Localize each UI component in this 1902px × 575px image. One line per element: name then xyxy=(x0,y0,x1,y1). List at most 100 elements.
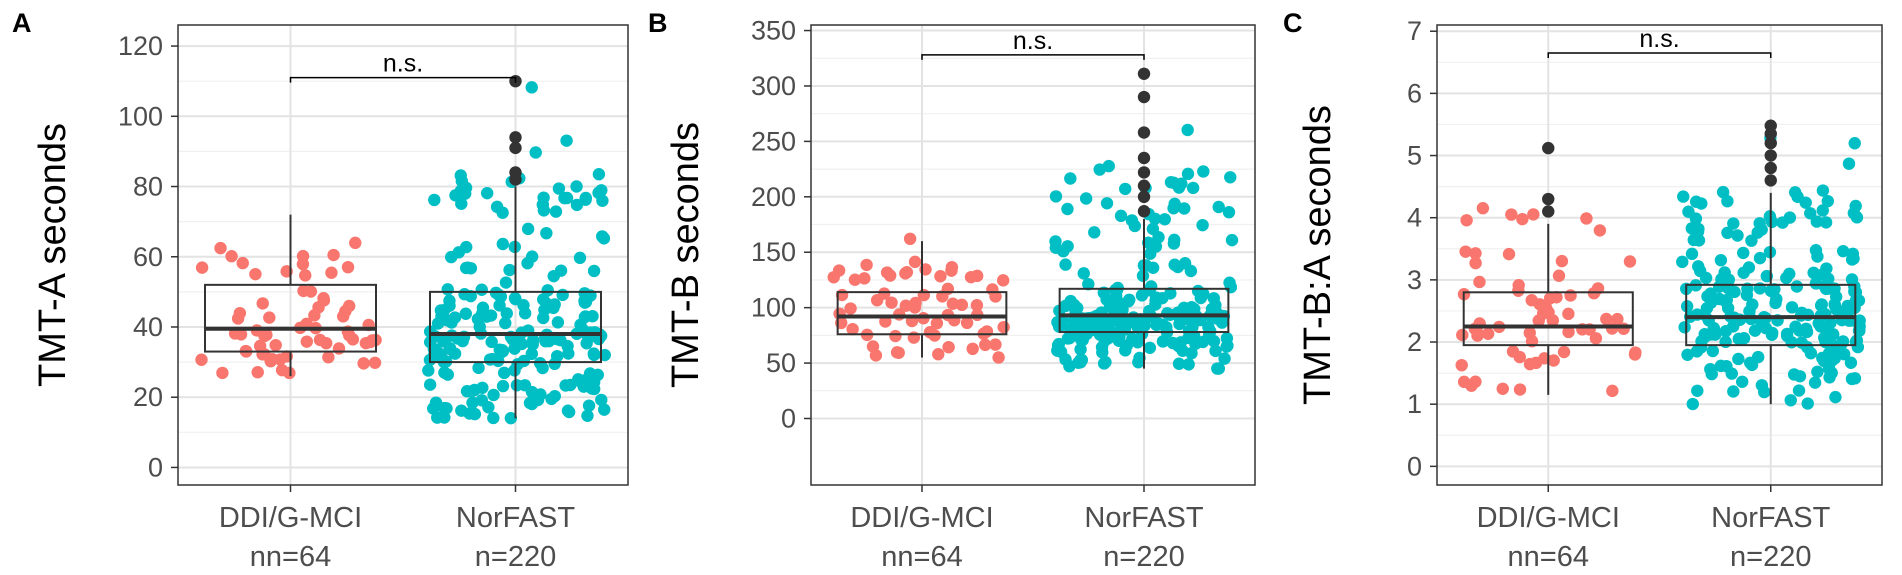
data-point xyxy=(592,168,606,181)
data-point xyxy=(1816,204,1829,217)
panel-border xyxy=(1436,24,1883,486)
data-point xyxy=(456,334,469,348)
data-point xyxy=(1118,323,1132,336)
data-point xyxy=(1059,353,1072,366)
data-point xyxy=(1792,384,1806,397)
y-tick-label: 60 xyxy=(133,242,163,272)
data-point xyxy=(1557,345,1571,359)
data-point xyxy=(1611,312,1624,326)
data-point xyxy=(1168,233,1181,247)
panel-label: B xyxy=(648,8,668,38)
data-point xyxy=(1212,200,1225,214)
data-point xyxy=(582,399,596,412)
panel-label: A xyxy=(12,8,32,38)
data-point xyxy=(312,301,325,314)
data-point xyxy=(496,379,510,393)
data-point xyxy=(1496,382,1509,395)
outlier-point xyxy=(1137,166,1151,179)
y-tick-label: 100 xyxy=(118,101,163,131)
data-point xyxy=(534,388,547,401)
y-tick-label: 20 xyxy=(133,382,163,412)
panel-c: C 0 1 2 3 4 5 6 7 n.s. DDI/G-MCI nn=64 NorFAST n=220 T… xyxy=(1283,8,1883,573)
data-point xyxy=(1077,267,1090,280)
significance-label: n.s. xyxy=(1639,25,1679,53)
data-point xyxy=(587,347,601,360)
data-point xyxy=(932,348,945,361)
data-point xyxy=(468,407,482,421)
data-point xyxy=(1181,123,1194,137)
data-point xyxy=(1787,368,1801,381)
outlier-point xyxy=(1137,126,1151,139)
data-point xyxy=(251,366,264,379)
data-point xyxy=(1161,307,1174,320)
outlier-point xyxy=(1764,119,1777,132)
data-point xyxy=(455,404,468,417)
data-point xyxy=(903,232,917,246)
data-point xyxy=(1125,214,1139,227)
data-point xyxy=(1836,244,1850,258)
data-point xyxy=(552,182,566,195)
data-point xyxy=(573,374,586,388)
data-point xyxy=(1755,223,1768,236)
data-point xyxy=(1455,358,1468,372)
data-point xyxy=(1146,222,1160,236)
data-point xyxy=(592,186,605,200)
data-point xyxy=(536,361,549,375)
data-point xyxy=(980,325,994,338)
data-point xyxy=(475,283,488,296)
data-point xyxy=(1146,261,1160,274)
data-point xyxy=(490,200,504,214)
data-point xyxy=(1606,384,1619,398)
data-point xyxy=(454,169,467,182)
data-point xyxy=(1220,340,1233,353)
data-point xyxy=(1197,287,1210,301)
data-point xyxy=(458,187,472,200)
x-tick-n-label: nn=64 xyxy=(1508,541,1589,573)
x-tick-n-label: nn=64 xyxy=(881,541,962,573)
data-point xyxy=(1810,215,1823,228)
data-point xyxy=(461,261,474,274)
significance-label: n.s. xyxy=(1013,27,1053,55)
y-tick-label: 250 xyxy=(751,126,796,156)
data-point xyxy=(1186,181,1200,195)
data-point xyxy=(1095,341,1109,354)
data-point xyxy=(1718,266,1731,279)
data-point xyxy=(1815,298,1828,311)
data-point xyxy=(1721,226,1734,240)
data-point xyxy=(1706,344,1719,358)
data-point xyxy=(587,264,601,278)
y-tick-label: 80 xyxy=(133,172,163,202)
data-point xyxy=(195,353,208,366)
data-point xyxy=(1178,202,1191,215)
data-point xyxy=(966,342,979,356)
data-point xyxy=(1189,337,1202,351)
data-point xyxy=(1547,354,1560,367)
data-point xyxy=(1224,171,1237,184)
data-point xyxy=(1676,255,1689,269)
data-point xyxy=(942,340,955,354)
outlier-point xyxy=(1137,205,1151,218)
data-point xyxy=(214,241,227,255)
data-point xyxy=(1727,385,1740,398)
x-tick-n-label: n=220 xyxy=(1730,541,1811,573)
data-point xyxy=(1699,330,1712,343)
data-point xyxy=(581,409,594,422)
data-point xyxy=(1737,246,1750,260)
data-point xyxy=(320,337,333,350)
data-point xyxy=(1207,335,1221,348)
y-tick-label: 120 xyxy=(118,31,163,61)
data-point xyxy=(1748,324,1762,337)
data-point xyxy=(595,230,609,243)
data-point xyxy=(1119,344,1132,357)
data-point xyxy=(1164,287,1177,300)
data-point xyxy=(1689,212,1703,225)
data-point xyxy=(1695,197,1708,210)
data-point xyxy=(554,333,567,347)
data-point xyxy=(504,411,518,425)
x-tick-label: DDI/G-MCI xyxy=(850,502,993,534)
data-point xyxy=(827,271,840,284)
data-point xyxy=(1502,247,1516,261)
data-point xyxy=(525,250,539,263)
y-tick-label: 4 xyxy=(1407,203,1422,233)
data-point xyxy=(1735,375,1749,388)
